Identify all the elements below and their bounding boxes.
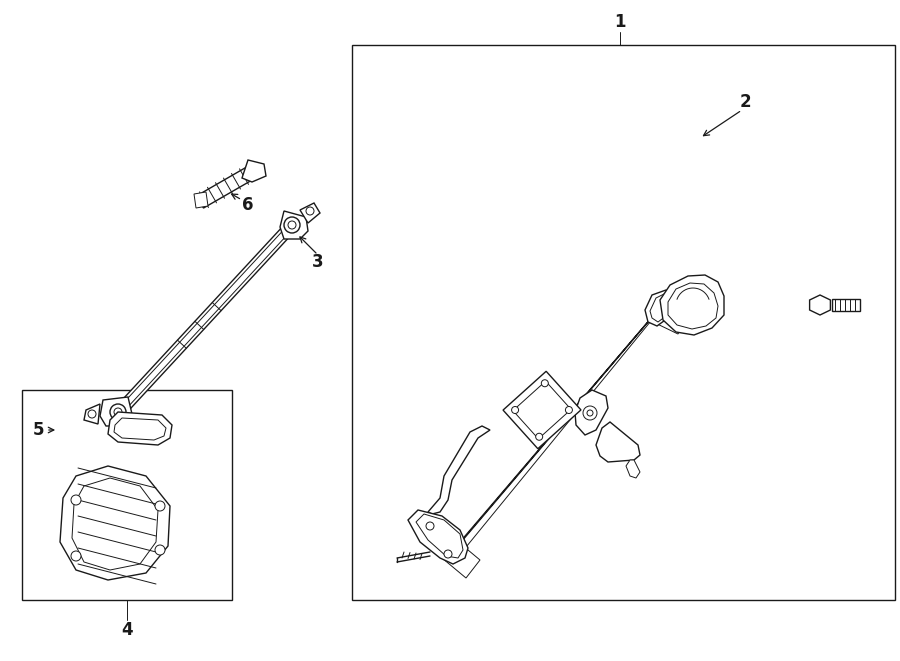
Polygon shape: [626, 460, 640, 478]
Circle shape: [306, 207, 314, 215]
Polygon shape: [668, 283, 718, 329]
Polygon shape: [810, 295, 831, 315]
Text: 5: 5: [32, 421, 44, 439]
Text: 1: 1: [614, 13, 626, 31]
Circle shape: [155, 501, 165, 511]
Polygon shape: [442, 540, 480, 578]
Bar: [503, 371, 580, 449]
Polygon shape: [650, 294, 669, 322]
Polygon shape: [300, 203, 320, 223]
Polygon shape: [242, 160, 266, 182]
Polygon shape: [196, 166, 256, 208]
Circle shape: [71, 495, 81, 505]
Circle shape: [511, 407, 518, 414]
Polygon shape: [280, 211, 308, 239]
Text: 2: 2: [739, 93, 751, 111]
Circle shape: [587, 410, 593, 416]
Polygon shape: [114, 418, 166, 440]
Circle shape: [565, 407, 572, 414]
Bar: [22, 390, 232, 600]
Circle shape: [583, 406, 597, 420]
Polygon shape: [60, 466, 170, 580]
Polygon shape: [100, 397, 132, 426]
Polygon shape: [649, 308, 685, 334]
Polygon shape: [108, 412, 172, 445]
Bar: [513, 381, 572, 439]
Polygon shape: [117, 218, 300, 414]
Circle shape: [88, 410, 96, 418]
Circle shape: [110, 404, 126, 420]
Circle shape: [71, 551, 81, 561]
Polygon shape: [194, 192, 208, 208]
Polygon shape: [660, 275, 724, 335]
Text: 3: 3: [312, 253, 324, 271]
Circle shape: [155, 545, 165, 555]
Circle shape: [541, 379, 548, 387]
Polygon shape: [84, 404, 100, 424]
Polygon shape: [645, 290, 672, 326]
Circle shape: [288, 221, 296, 229]
Polygon shape: [596, 422, 640, 462]
Bar: [352, 45, 895, 600]
Text: 6: 6: [242, 196, 254, 214]
Circle shape: [426, 522, 434, 530]
Circle shape: [284, 217, 300, 233]
Polygon shape: [428, 426, 490, 514]
Polygon shape: [450, 310, 658, 555]
Circle shape: [444, 550, 452, 558]
Text: 4: 4: [122, 621, 133, 639]
Polygon shape: [408, 510, 468, 564]
Polygon shape: [575, 390, 608, 435]
Circle shape: [536, 433, 543, 440]
Polygon shape: [72, 478, 158, 570]
Bar: [832, 299, 860, 311]
Circle shape: [114, 408, 122, 416]
Polygon shape: [416, 514, 463, 558]
